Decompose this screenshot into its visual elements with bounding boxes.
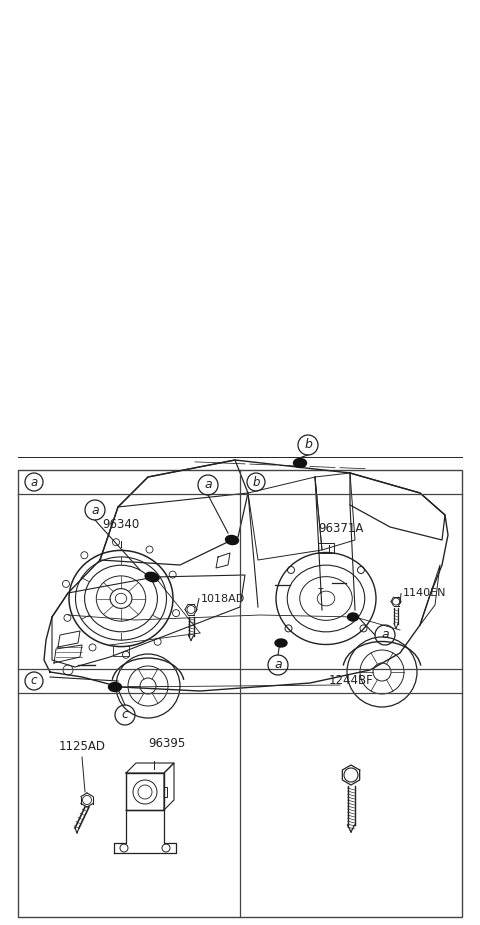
Text: 1244BF: 1244BF [329, 674, 373, 687]
Text: 1018AD: 1018AD [201, 594, 245, 603]
Text: 96371A: 96371A [318, 523, 364, 536]
Text: a: a [204, 478, 212, 491]
Ellipse shape [145, 573, 159, 582]
Text: 96395: 96395 [148, 737, 186, 750]
Text: a: a [30, 475, 37, 488]
Ellipse shape [226, 536, 239, 545]
Ellipse shape [275, 639, 287, 647]
Ellipse shape [108, 683, 121, 692]
Text: c: c [121, 709, 129, 722]
Text: a: a [274, 659, 282, 672]
Text: 96340: 96340 [102, 519, 140, 532]
Ellipse shape [348, 613, 359, 621]
Text: a: a [91, 503, 99, 516]
Text: a: a [381, 628, 389, 642]
Text: ᴛ: ᴛ [318, 586, 324, 596]
Text: b: b [252, 475, 260, 488]
Text: 1140EN: 1140EN [403, 588, 446, 598]
Text: c: c [31, 674, 37, 687]
Text: b: b [304, 438, 312, 451]
Text: 1125AD: 1125AD [59, 740, 106, 753]
Ellipse shape [293, 459, 307, 467]
